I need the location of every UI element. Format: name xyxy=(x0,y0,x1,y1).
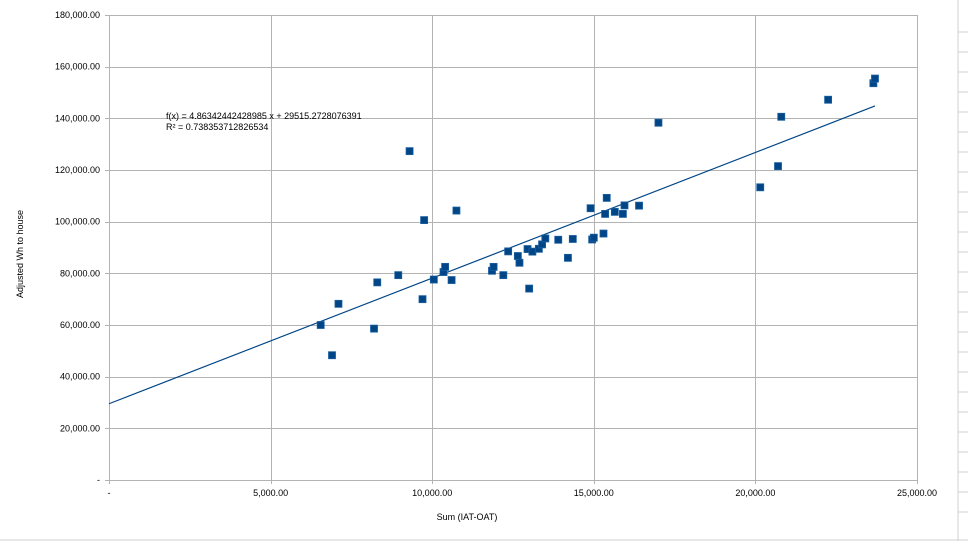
y-axis-title: Adjusted Wh to house xyxy=(15,210,25,298)
y-tick-label: 120,000.00 xyxy=(55,165,100,175)
data-point xyxy=(489,262,498,271)
data-point xyxy=(618,210,627,218)
x-tick-label: 10,000.00 xyxy=(412,488,452,498)
data-point xyxy=(418,295,427,304)
y-tick-label: 180,000.00 xyxy=(55,10,100,20)
trendline-r-squared: R² = 0.738353712826534 xyxy=(166,122,268,132)
x-axis-title: Sum (IAT-OAT) xyxy=(437,512,498,522)
data-point xyxy=(441,262,450,271)
data-point xyxy=(602,193,611,202)
data-point xyxy=(528,247,537,256)
data-point xyxy=(370,324,378,333)
data-point xyxy=(334,299,343,308)
trendline-equation: f(x) = 4.86342442428985 x + 29515.272807… xyxy=(166,111,362,121)
data-point xyxy=(447,276,456,284)
y-tick-label: 100,000.00 xyxy=(55,217,100,227)
plot-area-frame xyxy=(109,15,917,481)
y-tick-label: 160,000.00 xyxy=(55,62,100,72)
y-tick-label: 20,000.00 xyxy=(60,423,100,433)
trendline xyxy=(108,105,876,405)
data-point xyxy=(504,247,513,256)
data-point xyxy=(405,147,414,156)
data-points xyxy=(316,74,879,360)
y-tick-label: - xyxy=(97,475,100,485)
data-point xyxy=(513,252,522,260)
x-tick-label: - xyxy=(108,488,111,498)
data-point xyxy=(328,351,336,360)
data-point xyxy=(429,275,438,284)
data-point xyxy=(774,162,782,171)
data-point xyxy=(452,206,461,215)
y-axis-tick-labels: - 20,000.00 40,000.00 60,000.00 80,000.00 100… xyxy=(55,10,100,485)
data-point xyxy=(777,112,786,121)
x-tick-label: 25,000.00 xyxy=(897,488,937,498)
data-point xyxy=(373,278,382,287)
data-point xyxy=(620,201,629,210)
data-point xyxy=(541,234,550,243)
data-point xyxy=(589,233,598,242)
x-axis-tick-labels: - 5,000.00 10,000.00 15,000.00 20,000.00 25,0… xyxy=(108,488,938,498)
x-tick-label: 15,000.00 xyxy=(574,488,614,498)
data-point xyxy=(635,201,643,210)
data-point xyxy=(824,95,833,104)
x-tick-label: 5,000.00 xyxy=(253,488,288,498)
data-point xyxy=(654,118,663,127)
x-tick-label: 20,000.00 xyxy=(735,488,775,498)
data-point xyxy=(394,271,403,280)
data-point xyxy=(499,271,508,280)
y-tick-label: 140,000.00 xyxy=(55,113,100,123)
data-point xyxy=(515,258,524,267)
y-tick-label: 60,000.00 xyxy=(60,320,100,330)
data-point xyxy=(554,235,563,244)
y-tick-label: 80,000.00 xyxy=(60,268,100,278)
data-point xyxy=(599,229,608,238)
data-point xyxy=(756,183,765,192)
data-point xyxy=(316,321,325,329)
data-point xyxy=(586,204,595,213)
data-point xyxy=(610,207,619,216)
data-point xyxy=(871,74,879,83)
trendline-group xyxy=(108,105,876,405)
data-point xyxy=(420,216,429,225)
data-point xyxy=(564,253,572,262)
data-point xyxy=(525,284,534,293)
data-point xyxy=(568,235,577,243)
y-tick-label: 40,000.00 xyxy=(60,372,100,382)
data-point xyxy=(601,210,610,218)
